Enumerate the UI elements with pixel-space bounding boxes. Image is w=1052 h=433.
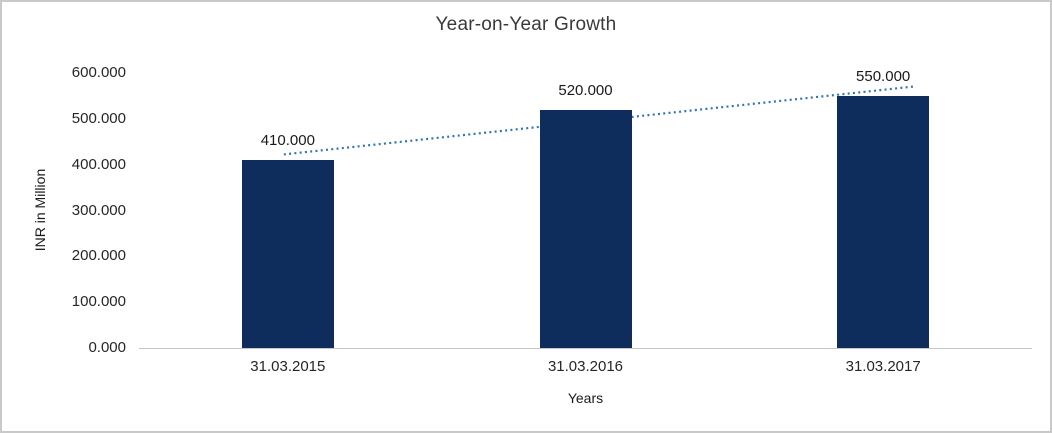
x-axis-line bbox=[139, 348, 1032, 349]
x-tick-label: 31.03.2015 bbox=[250, 358, 326, 375]
x-tick-label: 31.03.2016 bbox=[547, 358, 624, 375]
y-tick-label: 200.000 bbox=[71, 247, 126, 265]
x-tick-label: 31.03.2017 bbox=[845, 358, 921, 375]
bar-value-label: 520.000 bbox=[558, 81, 613, 99]
y-tick-label: 600.000 bbox=[71, 64, 126, 81]
y-tick-label: 300.000 bbox=[71, 201, 126, 219]
y-tick-label: 0.000 bbox=[88, 339, 126, 356]
y-tick-label: 500.000 bbox=[71, 109, 126, 127]
bar-31-03-2016 bbox=[539, 109, 632, 348]
bar-value-label: 410.000 bbox=[260, 132, 315, 150]
chart-title: Year-on-Year Growth bbox=[435, 14, 617, 35]
bar-value-label: 550.000 bbox=[856, 67, 911, 85]
x-axis-title: Years bbox=[567, 390, 604, 406]
y-tick-label: 400.000 bbox=[71, 155, 126, 173]
bar-31-03-2015 bbox=[241, 160, 334, 348]
y-tick-label: 100.000 bbox=[71, 293, 126, 311]
bar-31-03-2017 bbox=[837, 95, 930, 348]
